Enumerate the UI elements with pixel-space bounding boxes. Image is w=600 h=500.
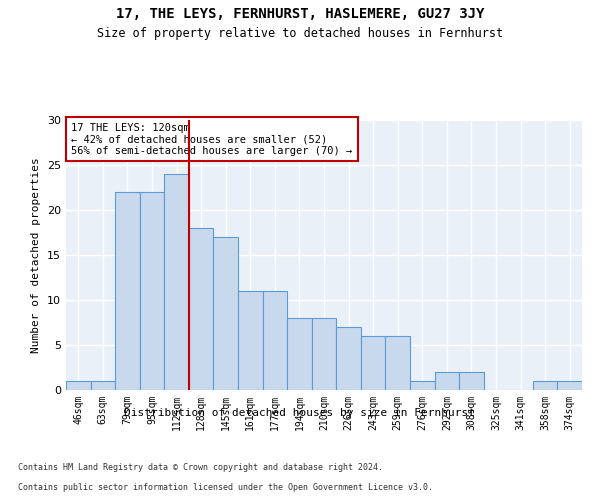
Bar [434,372,459,390]
Bar [410,381,434,390]
Y-axis label: Number of detached properties: Number of detached properties [31,157,41,353]
Bar [361,336,385,390]
Bar [66,381,91,390]
Bar [263,291,287,390]
Bar [115,192,140,390]
Bar [91,381,115,390]
Bar [336,327,361,390]
Bar [140,192,164,390]
Bar [189,228,214,390]
Text: Size of property relative to detached houses in Fernhurst: Size of property relative to detached ho… [97,28,503,40]
Text: Contains HM Land Registry data © Crown copyright and database right 2024.: Contains HM Land Registry data © Crown c… [18,464,383,472]
Bar [287,318,312,390]
Bar [164,174,189,390]
Text: 17 THE LEYS: 120sqm
← 42% of detached houses are smaller (52)
56% of semi-detach: 17 THE LEYS: 120sqm ← 42% of detached ho… [71,122,352,156]
Bar [214,237,238,390]
Bar [533,381,557,390]
Bar [459,372,484,390]
Text: 17, THE LEYS, FERNHURST, HASLEMERE, GU27 3JY: 17, THE LEYS, FERNHURST, HASLEMERE, GU27… [116,8,484,22]
Bar [385,336,410,390]
Bar [238,291,263,390]
Bar [312,318,336,390]
Bar [557,381,582,390]
Text: Contains public sector information licensed under the Open Government Licence v3: Contains public sector information licen… [18,484,433,492]
Text: Distribution of detached houses by size in Fernhurst: Distribution of detached houses by size … [125,408,476,418]
